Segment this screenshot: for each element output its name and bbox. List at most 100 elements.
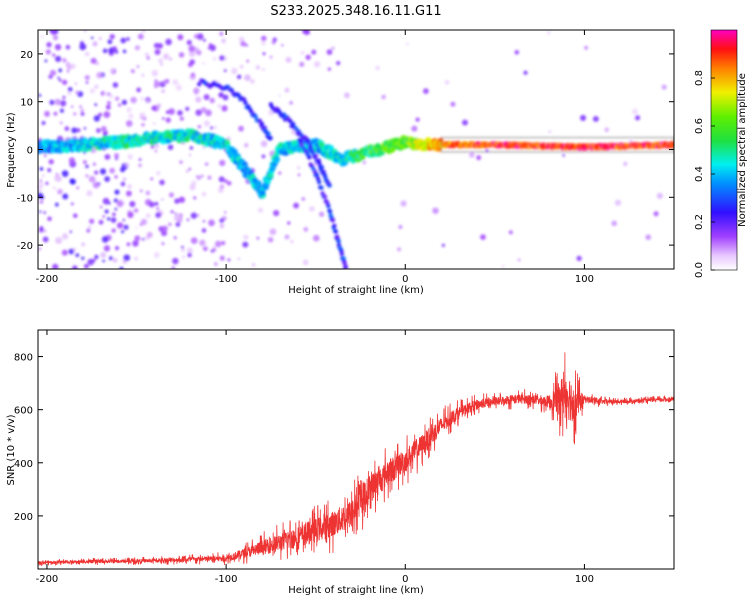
spectrogram-cell xyxy=(120,181,126,187)
spectrogram-cell xyxy=(65,44,71,50)
spectrogram-cell xyxy=(39,166,44,171)
spectrogram-cell xyxy=(331,46,335,50)
spectrogram-cell xyxy=(75,90,80,95)
spectrogram-cell xyxy=(95,61,100,66)
spectrogram-cell xyxy=(72,213,78,219)
spectrogram-cell xyxy=(75,253,80,258)
spectrogram-cell xyxy=(231,148,238,155)
spectrogram-cell xyxy=(61,170,69,177)
spectrogram-cell xyxy=(111,46,118,52)
spectrogram-cell xyxy=(144,52,150,58)
x-tick-label: -100 xyxy=(215,574,238,585)
spectrogram-cell xyxy=(202,62,205,65)
spectrogram-cell xyxy=(89,88,96,94)
snr-x-ticks: -200 -100 0 100 xyxy=(36,330,594,585)
spectrogram-cell xyxy=(71,127,78,134)
spectrogram-cell xyxy=(139,189,143,193)
y-tick-label: -10 xyxy=(17,193,33,204)
spectrogram-cell xyxy=(175,222,181,227)
spectrogram-cell xyxy=(165,38,172,46)
spectrogram-cell xyxy=(186,218,190,222)
spectrogram-cell xyxy=(302,259,309,266)
spectrogram-cell xyxy=(450,101,456,107)
spectrogram-cell xyxy=(81,242,85,247)
spectrogram-cell xyxy=(126,107,132,113)
spectrogram-cell xyxy=(326,49,333,56)
spectrogram-cell xyxy=(272,37,277,42)
spectrogram-cell xyxy=(91,36,94,40)
spectrogram-cell xyxy=(261,67,265,72)
spectrogram-cell xyxy=(501,264,505,268)
spectrogram-cell xyxy=(68,157,76,164)
spectrogram-cell xyxy=(41,174,45,178)
spectrogram-cell xyxy=(94,84,99,89)
spectrogram-cell xyxy=(462,119,468,126)
spectrogram-cell xyxy=(209,97,215,104)
spectrogram-cell xyxy=(244,74,251,82)
spectrogram-cell xyxy=(190,237,198,244)
spectrogram-cell xyxy=(238,125,244,132)
spectrogram-cell xyxy=(319,211,325,217)
spectrogram-cell xyxy=(268,135,273,141)
spectrogram-cell xyxy=(57,238,61,242)
spectrogram-cell xyxy=(322,194,328,199)
spectrogram-cell xyxy=(523,70,528,75)
spectrogram-cell xyxy=(168,108,175,115)
spectrogram-cell xyxy=(327,183,332,188)
spectrogram-cell xyxy=(249,78,255,84)
spectrogram-cell xyxy=(257,118,262,124)
spectrogram-cell xyxy=(257,207,264,213)
spectrogram-cell xyxy=(67,91,72,96)
spectrogram-cell xyxy=(127,211,134,218)
spectrogram-cell xyxy=(156,207,160,211)
spectrogram-cell xyxy=(423,88,429,94)
spectrogram-cell xyxy=(61,233,69,240)
spectrogram-cell xyxy=(219,255,225,261)
spectrogram-cell xyxy=(102,214,106,219)
spectrogram-cell xyxy=(295,131,300,136)
spectrogram-cell xyxy=(189,146,194,150)
spectrogram-cell xyxy=(285,56,292,63)
spectrogram-cell xyxy=(173,236,177,240)
spectrogram-cell xyxy=(339,251,345,256)
spectrogram-cell xyxy=(278,94,281,98)
spectrogram-cell xyxy=(218,92,224,98)
spectrogram-cell xyxy=(171,266,176,269)
spectrogram-cell xyxy=(207,47,211,50)
spectrogram-cell xyxy=(237,257,241,261)
spectrogram-cell xyxy=(221,105,228,112)
spectrogram-cell xyxy=(177,110,183,116)
spectrogram-cell xyxy=(66,70,70,73)
spectrogram-cell xyxy=(100,252,107,259)
spectrogram-cell xyxy=(173,214,181,222)
spectrogram-cell xyxy=(219,184,225,189)
spectrogram-cell xyxy=(191,72,195,77)
spectrogram-cell xyxy=(69,178,76,185)
spectrogram-cell xyxy=(124,162,130,168)
spectrogram-cell xyxy=(108,93,114,99)
spectrogram-cell xyxy=(261,154,266,159)
spectrogram-cell xyxy=(99,168,107,175)
x-tick-label: -100 xyxy=(215,274,238,285)
spectrogram-cell xyxy=(217,103,222,109)
spectrogram-cell xyxy=(468,152,475,158)
spectrogram-cell xyxy=(177,34,184,41)
spectrogram-cell xyxy=(116,222,124,229)
spectrogram-cell xyxy=(188,50,196,57)
spectrogram-cell xyxy=(155,212,162,218)
spectrogram-cell xyxy=(114,189,120,195)
spectrogram-cell xyxy=(309,206,315,212)
spectrogram-cell xyxy=(58,78,62,82)
spectrogram-cell xyxy=(186,39,192,46)
spectrogram-cell xyxy=(67,87,73,92)
spectrogram-cell xyxy=(201,191,207,197)
spectrogram-cell xyxy=(273,210,280,217)
spectrogram-cell xyxy=(178,52,185,58)
spectrogram-cell xyxy=(111,228,116,233)
spectrogram-cell xyxy=(316,179,322,185)
spectrogram-cell xyxy=(336,239,341,244)
spectrogram-cell xyxy=(255,180,262,187)
spectrogram-cell xyxy=(186,170,189,173)
spectrogram-cell xyxy=(205,109,212,117)
